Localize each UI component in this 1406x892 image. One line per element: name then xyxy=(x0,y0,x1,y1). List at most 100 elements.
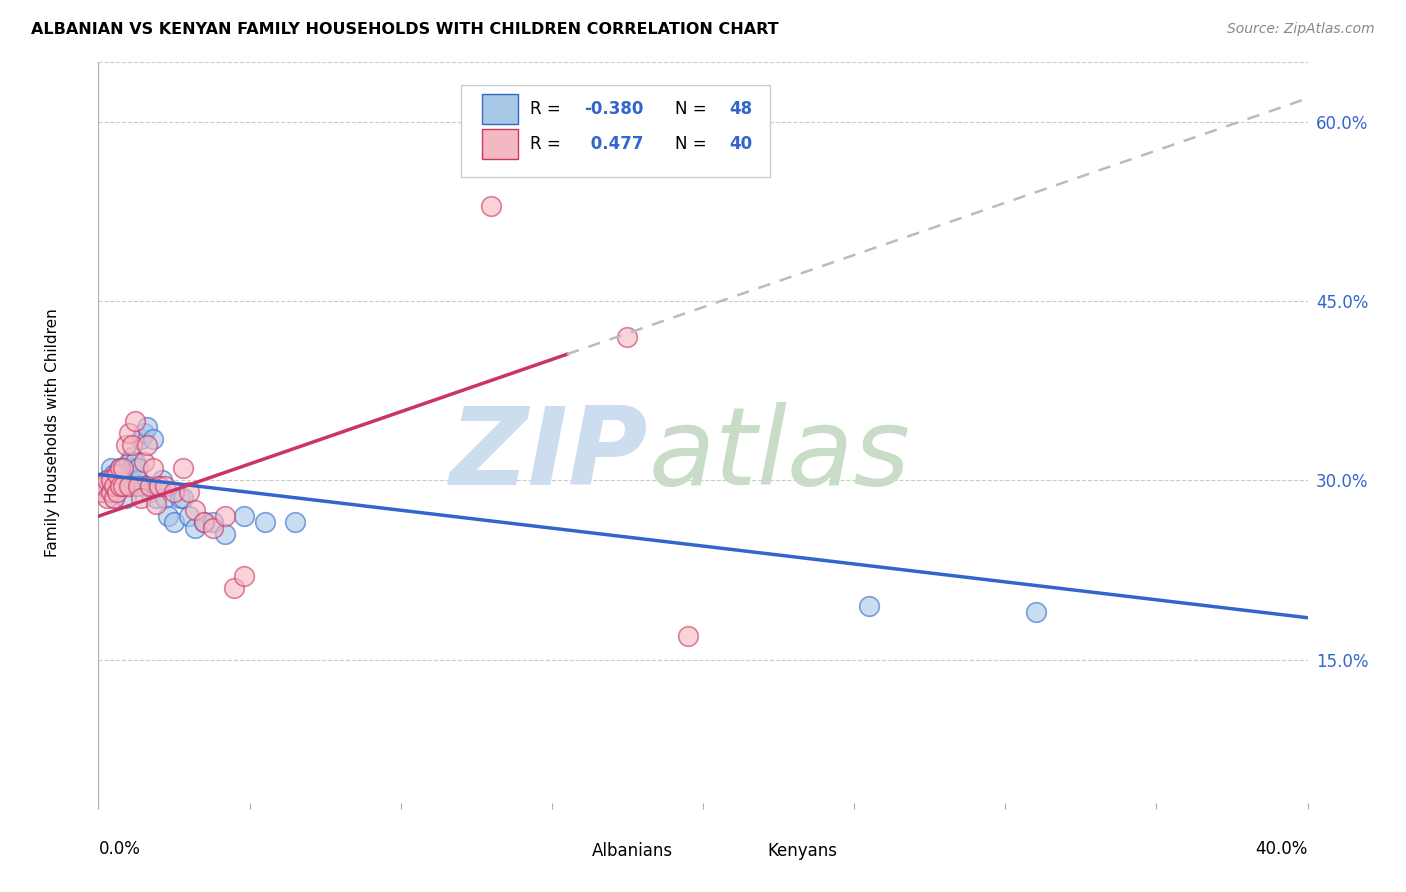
Point xyxy=(150,474,173,488)
Point xyxy=(108,461,131,475)
Point xyxy=(148,479,170,493)
Point xyxy=(132,455,155,469)
Point xyxy=(124,455,146,469)
Point xyxy=(142,461,165,475)
Text: Source: ZipAtlas.com: Source: ZipAtlas.com xyxy=(1227,22,1375,37)
Point xyxy=(232,569,254,583)
Point xyxy=(193,515,215,529)
Point xyxy=(284,515,307,529)
Text: N =: N = xyxy=(675,135,711,153)
Point xyxy=(163,515,186,529)
Point xyxy=(172,491,194,506)
FancyBboxPatch shape xyxy=(551,840,586,862)
Point xyxy=(184,503,207,517)
Point xyxy=(90,485,112,500)
Point xyxy=(100,474,122,488)
Point xyxy=(90,485,112,500)
Point xyxy=(103,467,125,482)
Point xyxy=(224,581,246,595)
Point xyxy=(132,425,155,440)
Point xyxy=(163,485,186,500)
Text: ZIP: ZIP xyxy=(450,401,648,508)
Point xyxy=(111,479,134,493)
Point xyxy=(232,509,254,524)
Point xyxy=(179,485,201,500)
Point xyxy=(124,414,146,428)
FancyBboxPatch shape xyxy=(727,840,761,862)
Point xyxy=(214,527,236,541)
Point xyxy=(127,474,149,488)
Point xyxy=(103,491,125,506)
Text: Albanians: Albanians xyxy=(592,842,673,860)
Point xyxy=(121,461,143,475)
Point xyxy=(169,491,191,506)
Point xyxy=(93,479,115,493)
Point xyxy=(135,437,157,451)
Point xyxy=(616,330,638,344)
Text: atlas: atlas xyxy=(648,402,911,508)
Text: 40.0%: 40.0% xyxy=(1256,840,1308,858)
Point xyxy=(96,491,118,506)
Point xyxy=(253,515,276,529)
Point xyxy=(142,432,165,446)
Text: 0.477: 0.477 xyxy=(585,135,643,153)
Point xyxy=(103,479,125,493)
Point xyxy=(100,474,122,488)
Point xyxy=(148,479,170,493)
Text: Kenyans: Kenyans xyxy=(768,842,837,860)
Point xyxy=(105,479,128,493)
Point xyxy=(676,629,699,643)
Point xyxy=(129,491,152,506)
Point xyxy=(96,474,118,488)
Point xyxy=(145,497,167,511)
Point xyxy=(129,432,152,446)
Point xyxy=(96,474,118,488)
Text: N =: N = xyxy=(675,100,711,118)
Point xyxy=(108,479,131,493)
Point xyxy=(124,479,146,493)
Point xyxy=(114,474,136,488)
Point xyxy=(172,461,194,475)
FancyBboxPatch shape xyxy=(461,85,769,178)
Point xyxy=(103,491,125,506)
Text: R =: R = xyxy=(530,100,567,118)
Point xyxy=(179,509,201,524)
Point xyxy=(114,437,136,451)
Point xyxy=(121,450,143,464)
Point xyxy=(193,515,215,529)
Text: ALBANIAN VS KENYAN FAMILY HOUSEHOLDS WITH CHILDREN CORRELATION CHART: ALBANIAN VS KENYAN FAMILY HOUSEHOLDS WIT… xyxy=(31,22,779,37)
Point xyxy=(100,485,122,500)
Point xyxy=(96,479,118,493)
Point xyxy=(127,479,149,493)
Point xyxy=(111,479,134,493)
Point xyxy=(1024,605,1046,619)
Point xyxy=(153,479,176,493)
Point xyxy=(108,474,131,488)
FancyBboxPatch shape xyxy=(482,95,517,124)
Point xyxy=(114,491,136,506)
Point xyxy=(481,199,503,213)
Text: 48: 48 xyxy=(730,100,752,118)
Point xyxy=(93,479,115,493)
Point xyxy=(118,479,141,493)
Text: -0.380: -0.380 xyxy=(585,100,644,118)
Text: 0.0%: 0.0% xyxy=(98,840,141,858)
Text: 40: 40 xyxy=(730,135,752,153)
Point xyxy=(145,491,167,506)
Point xyxy=(121,437,143,451)
Point xyxy=(202,521,225,535)
Point xyxy=(153,491,176,506)
Point xyxy=(118,455,141,469)
Point xyxy=(118,425,141,440)
Point xyxy=(184,521,207,535)
Point xyxy=(156,509,179,524)
Point xyxy=(214,509,236,524)
Point xyxy=(127,461,149,475)
Point xyxy=(858,599,880,613)
Point xyxy=(111,467,134,482)
Point xyxy=(105,485,128,500)
Point xyxy=(111,461,134,475)
Point xyxy=(135,419,157,434)
Point xyxy=(202,515,225,529)
Text: R =: R = xyxy=(530,135,567,153)
